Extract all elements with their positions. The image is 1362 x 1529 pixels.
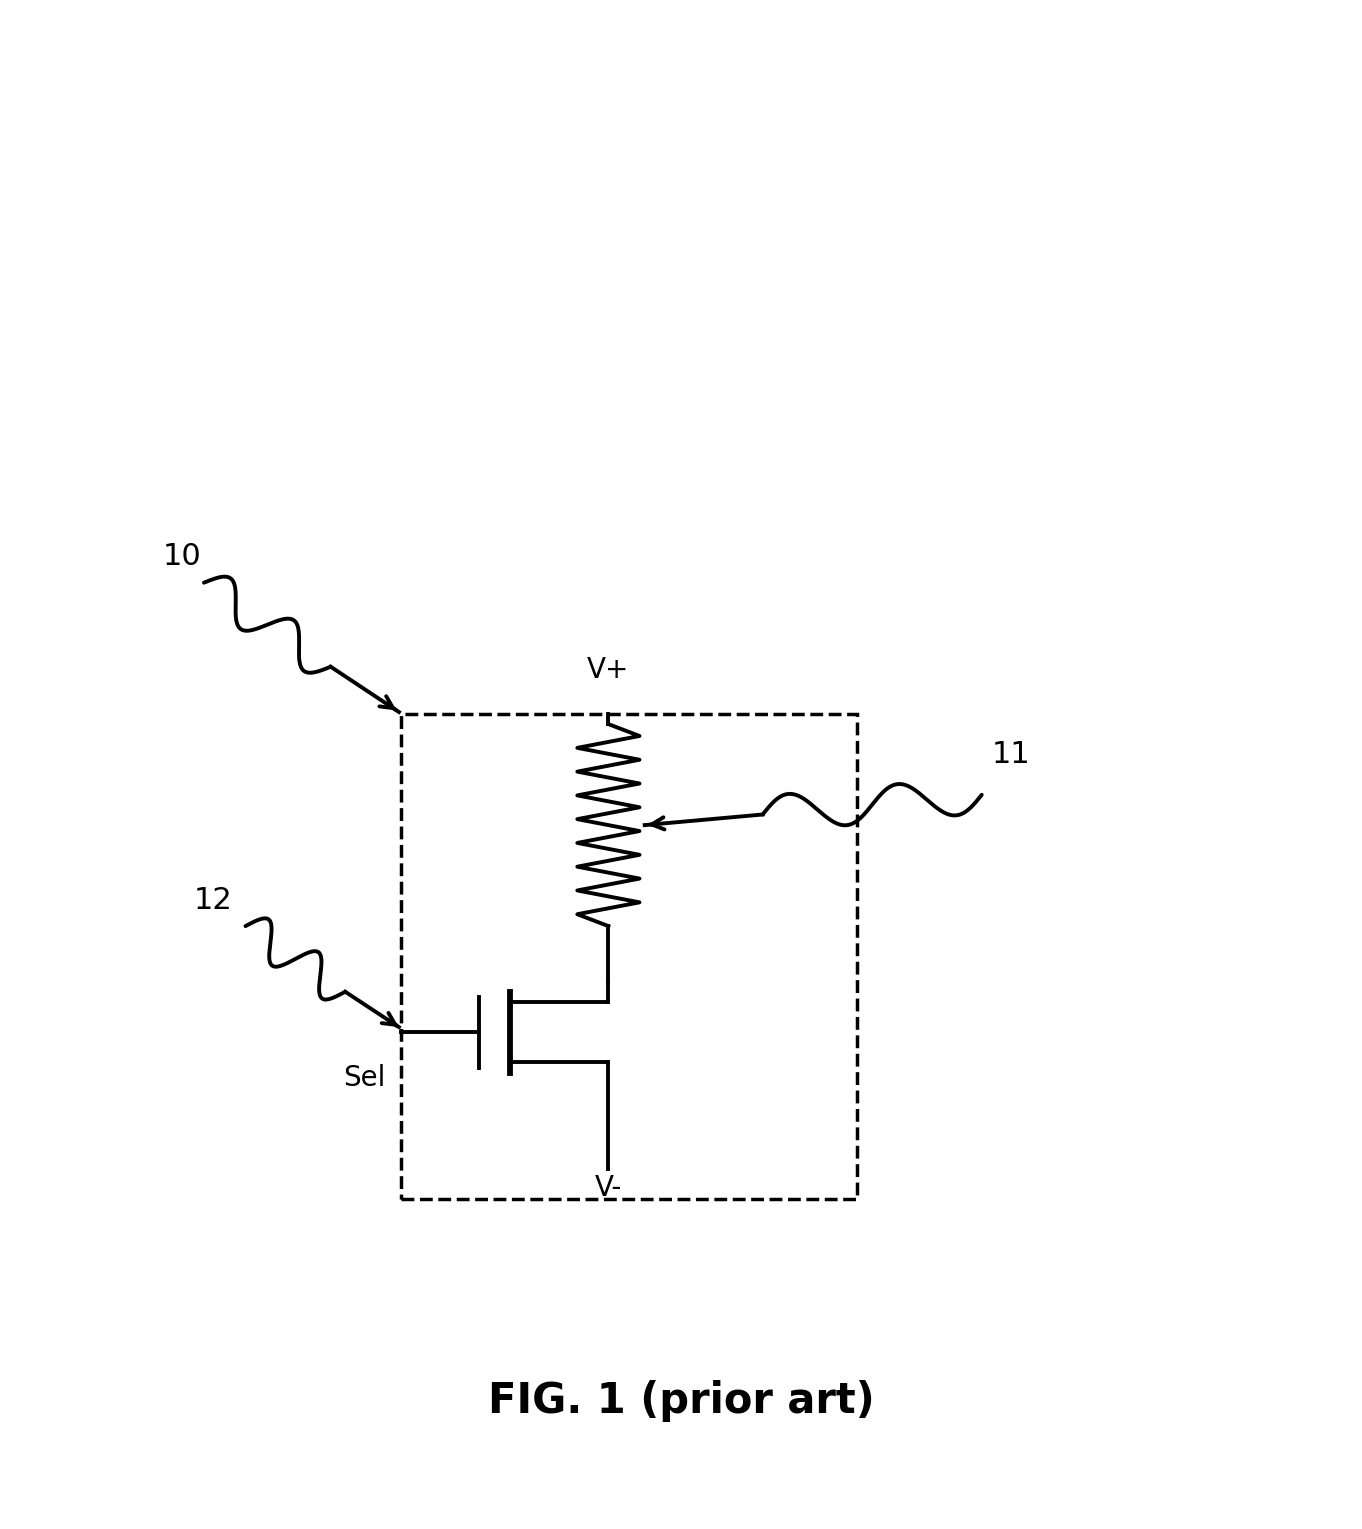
Text: V-: V- [595, 1174, 622, 1202]
Text: 12: 12 [193, 885, 233, 914]
Text: V+: V+ [587, 656, 629, 683]
Text: Sel: Sel [343, 1064, 385, 1092]
Text: FIG. 1 (prior art): FIG. 1 (prior art) [488, 1379, 874, 1422]
Text: 11: 11 [992, 740, 1031, 769]
Text: 10: 10 [162, 543, 202, 572]
Bar [400, 714, 857, 1199]
